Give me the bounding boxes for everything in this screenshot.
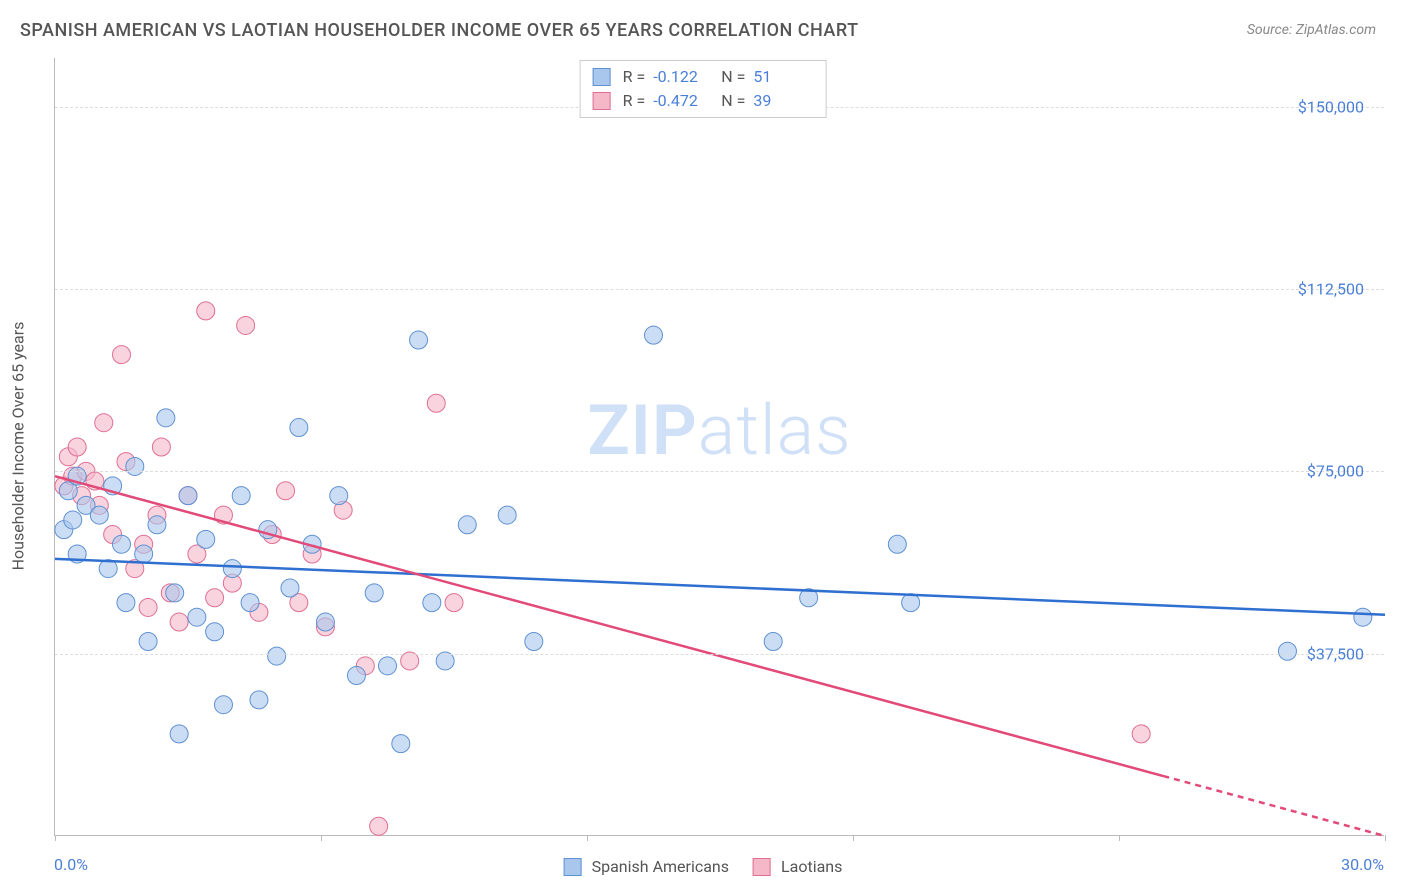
scatter-point [410, 331, 428, 349]
x-tick [587, 835, 588, 841]
y-axis-title: Householder Income Over 65 years [9, 322, 28, 571]
scatter-point [241, 594, 259, 612]
scatter-point [281, 579, 299, 597]
legend-item: Spanish Americans [564, 857, 729, 876]
scatter-point [166, 584, 184, 602]
scatter-point [197, 302, 215, 320]
scatter-point [445, 594, 463, 612]
trend-line-dashed [1163, 776, 1385, 836]
legend-swatch [593, 92, 611, 110]
source-attribution: Source: ZipAtlas.com [1247, 22, 1376, 38]
r-value: -0.472 [653, 89, 713, 113]
n-label: N = [721, 89, 745, 113]
scatter-point [126, 457, 144, 475]
scatter-point [179, 487, 197, 505]
scatter-point [423, 594, 441, 612]
scatter-point [498, 506, 516, 524]
plot-area: ZIPatlas $37,500$75,000$112,500$150,000 [54, 58, 1384, 836]
scatter-point [206, 589, 224, 607]
scatter-point [68, 438, 86, 456]
scatter-point [268, 647, 286, 665]
scatter-point [237, 316, 255, 334]
chart-title: SPANISH AMERICAN VS LAOTIAN HOUSEHOLDER … [20, 20, 859, 41]
gridline [55, 471, 1384, 472]
scatter-point [197, 530, 215, 548]
n-value: 39 [753, 89, 813, 113]
scatter-point [188, 608, 206, 626]
scatter-point [95, 414, 113, 432]
scatter-point [379, 657, 397, 675]
scatter-point [250, 691, 268, 709]
scatter-point [139, 633, 157, 651]
x-tick [55, 835, 56, 841]
x-axis-max-label: 30.0% [1341, 855, 1384, 874]
x-tick [1119, 835, 1120, 841]
r-value: -0.122 [653, 65, 713, 89]
scatter-point [427, 394, 445, 412]
r-label: R = [623, 89, 646, 113]
y-tick-label: $75,000 [1307, 462, 1364, 481]
legend-swatch [564, 858, 582, 876]
scatter-point [157, 409, 175, 427]
y-tick-label: $37,500 [1307, 644, 1364, 663]
scatter-point [392, 735, 410, 753]
scatter-point [888, 535, 906, 553]
scatter-point [764, 633, 782, 651]
scatter-point [117, 594, 135, 612]
scatter-point [645, 326, 663, 344]
scatter-point [1278, 642, 1296, 660]
scatter-point [525, 633, 543, 651]
scatter-point [365, 584, 383, 602]
scatter-point [277, 482, 295, 500]
scatter-point [290, 419, 308, 437]
scatter-point [135, 545, 153, 563]
legend-swatch [593, 68, 611, 86]
y-tick-label: $112,500 [1298, 279, 1364, 298]
chart-container: SPANISH AMERICAN VS LAOTIAN HOUSEHOLDER … [0, 0, 1406, 892]
correlation-stats-box: R = -0.122 N = 51 R = -0.472 N = 39 [580, 60, 827, 118]
stats-row: R = -0.472 N = 39 [593, 89, 814, 113]
scatter-point [232, 487, 250, 505]
n-label: N = [721, 65, 745, 89]
scatter-point [370, 817, 388, 835]
n-value: 51 [753, 65, 813, 89]
legend-label: Spanish Americans [592, 857, 729, 876]
scatter-point [347, 667, 365, 685]
r-label: R = [623, 65, 646, 89]
scatter-point [214, 696, 232, 714]
plot-svg [55, 58, 1384, 835]
x-tick [321, 835, 322, 841]
scatter-point [170, 613, 188, 631]
scatter-point [206, 623, 224, 641]
scatter-point [170, 725, 188, 743]
y-tick-label: $150,000 [1298, 97, 1364, 116]
legend-label: Laotians [781, 857, 842, 876]
gridline [55, 654, 1384, 655]
gridline [55, 289, 1384, 290]
scatter-point [1354, 608, 1372, 626]
scatter-point [223, 560, 241, 578]
scatter-point [139, 598, 157, 616]
x-tick [853, 835, 854, 841]
scatter-point [1132, 725, 1150, 743]
bottom-legend: Spanish Americans Laotians [564, 857, 843, 876]
scatter-point [90, 506, 108, 524]
legend-item: Laotians [753, 857, 842, 876]
stats-row: R = -0.122 N = 51 [593, 65, 814, 89]
scatter-point [148, 516, 166, 534]
scatter-point [330, 487, 348, 505]
legend-swatch [753, 858, 771, 876]
x-tick [1385, 835, 1386, 841]
x-axis-min-label: 0.0% [54, 855, 88, 874]
scatter-point [64, 511, 82, 529]
scatter-point [458, 516, 476, 534]
scatter-point [113, 535, 131, 553]
scatter-point [152, 438, 170, 456]
scatter-point [316, 613, 334, 631]
scatter-point [113, 346, 131, 364]
